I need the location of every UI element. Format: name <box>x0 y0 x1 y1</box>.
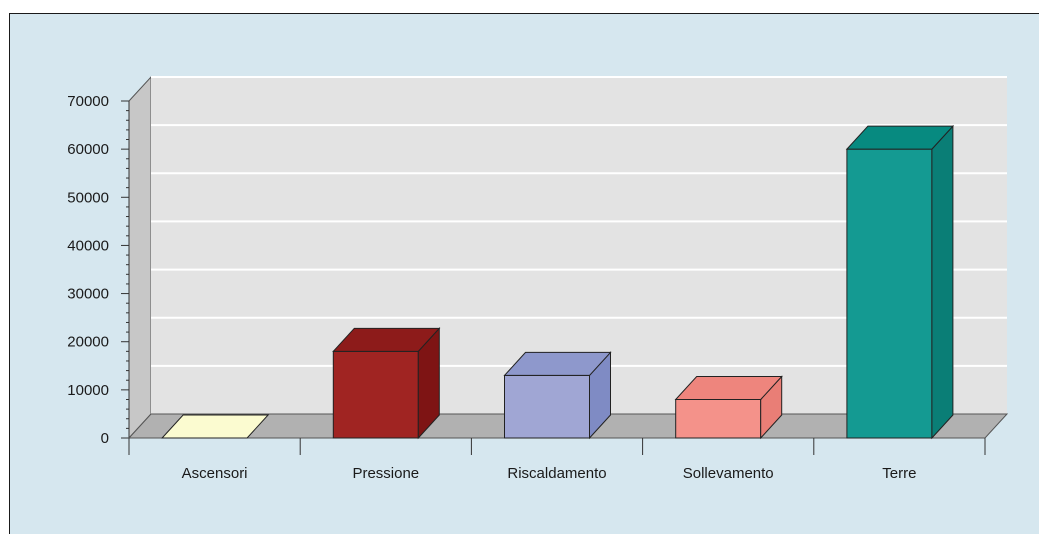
x-category-label: Riscaldamento <box>507 465 606 482</box>
y-axis: 0 10000 20000 30000 40000 50000 60000 70000 <box>67 93 130 447</box>
y-tick-label: 20000 <box>67 334 109 351</box>
bar <box>503 351 612 440</box>
side-wall <box>128 75 152 440</box>
bar-top <box>332 327 441 352</box>
bar-top <box>160 414 270 439</box>
x-category-label: Sollevamento <box>683 465 774 482</box>
bar-front <box>675 398 762 439</box>
x-axis: Ascensori Pressione Riscaldamento Sollevame… <box>128 438 986 482</box>
bar-top <box>845 125 955 150</box>
bar <box>674 375 783 440</box>
chart-frame: 0 10000 20000 30000 40000 50000 60000 70000 Asc… <box>9 13 1039 534</box>
bar <box>845 124 955 440</box>
y-tick-label: 70000 <box>67 93 109 110</box>
bar-front <box>332 350 419 439</box>
bar-top <box>674 375 783 400</box>
y-tick-label: 30000 <box>67 286 109 303</box>
bars <box>160 124 955 440</box>
x-category-label: Terre <box>882 465 916 482</box>
y-tick-label: 60000 <box>67 141 109 158</box>
x-category-label: Pressione <box>352 465 419 482</box>
bar-front <box>504 374 590 439</box>
bar-side <box>931 124 954 440</box>
bar <box>332 327 441 440</box>
bar-chart: 0 10000 20000 30000 40000 50000 60000 70000 Asc… <box>67 75 1009 482</box>
x-category-label: Ascensori <box>182 465 248 482</box>
y-tick-label: 0 <box>101 430 109 447</box>
y-tick-label: 50000 <box>67 189 109 206</box>
bar <box>160 414 270 439</box>
bar-top <box>503 351 612 376</box>
bar-front <box>846 148 933 439</box>
y-tick-label: 10000 <box>67 382 109 399</box>
y-tick-label: 40000 <box>67 237 109 254</box>
